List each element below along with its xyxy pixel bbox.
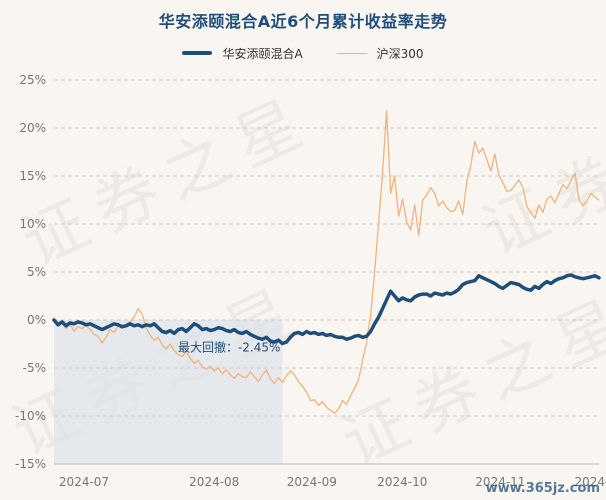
y-tick-label: 15% [19,169,46,183]
drawdown-area [54,320,283,464]
y-tick-label: -10% [15,409,46,423]
x-tick-label: 2024-12 [574,475,606,489]
x-tick-label: 2024-07 [59,475,109,489]
legend-swatch-fund [182,51,213,55]
y-tick-label: -5% [23,361,46,375]
legend-label-fund: 华安添颐混合A [222,46,303,61]
y-tick-label: 10% [19,217,46,231]
legend-item-fund[interactable]: 华安添颐混合A [182,45,303,62]
series-line-fund [52,273,601,346]
chart-title: 华安添颐混合A近6个月累计收益率走势 [158,12,448,31]
drawdown-shade [54,320,283,464]
legend-swatch-index [336,52,367,54]
y-tick-label: 5% [27,265,46,279]
legend-item-index[interactable]: 沪深300 [336,45,424,62]
y-tick-label: -15% [15,457,46,471]
max-drawdown-label: 最大回撤：-2.45% [178,340,280,355]
chart-annotations: 最大回撤：-2.45% [178,340,280,355]
x-tick-label: 2024-09 [287,475,337,489]
chart-legend: 华安添颐混合A 沪深300 [0,44,606,62]
chart-axes: 25% 20% 15% 10% 5% 0% -5% -10% -15% 2024-07 2024-0… [15,73,606,489]
chart-series [52,110,601,414]
y-tick-label: 25% [19,73,46,87]
footer-site-watermark: www.365jz.com [485,481,600,496]
y-tick-label: 20% [19,121,46,135]
x-tick-label: 2024-11 [475,475,525,489]
series-line-index [53,110,600,414]
x-tick-label: 2024-08 [189,475,239,489]
y-tick-label: 0% [27,313,46,327]
legend-label-index: 沪深300 [376,46,424,61]
x-tick-label: 2024-10 [377,475,427,489]
